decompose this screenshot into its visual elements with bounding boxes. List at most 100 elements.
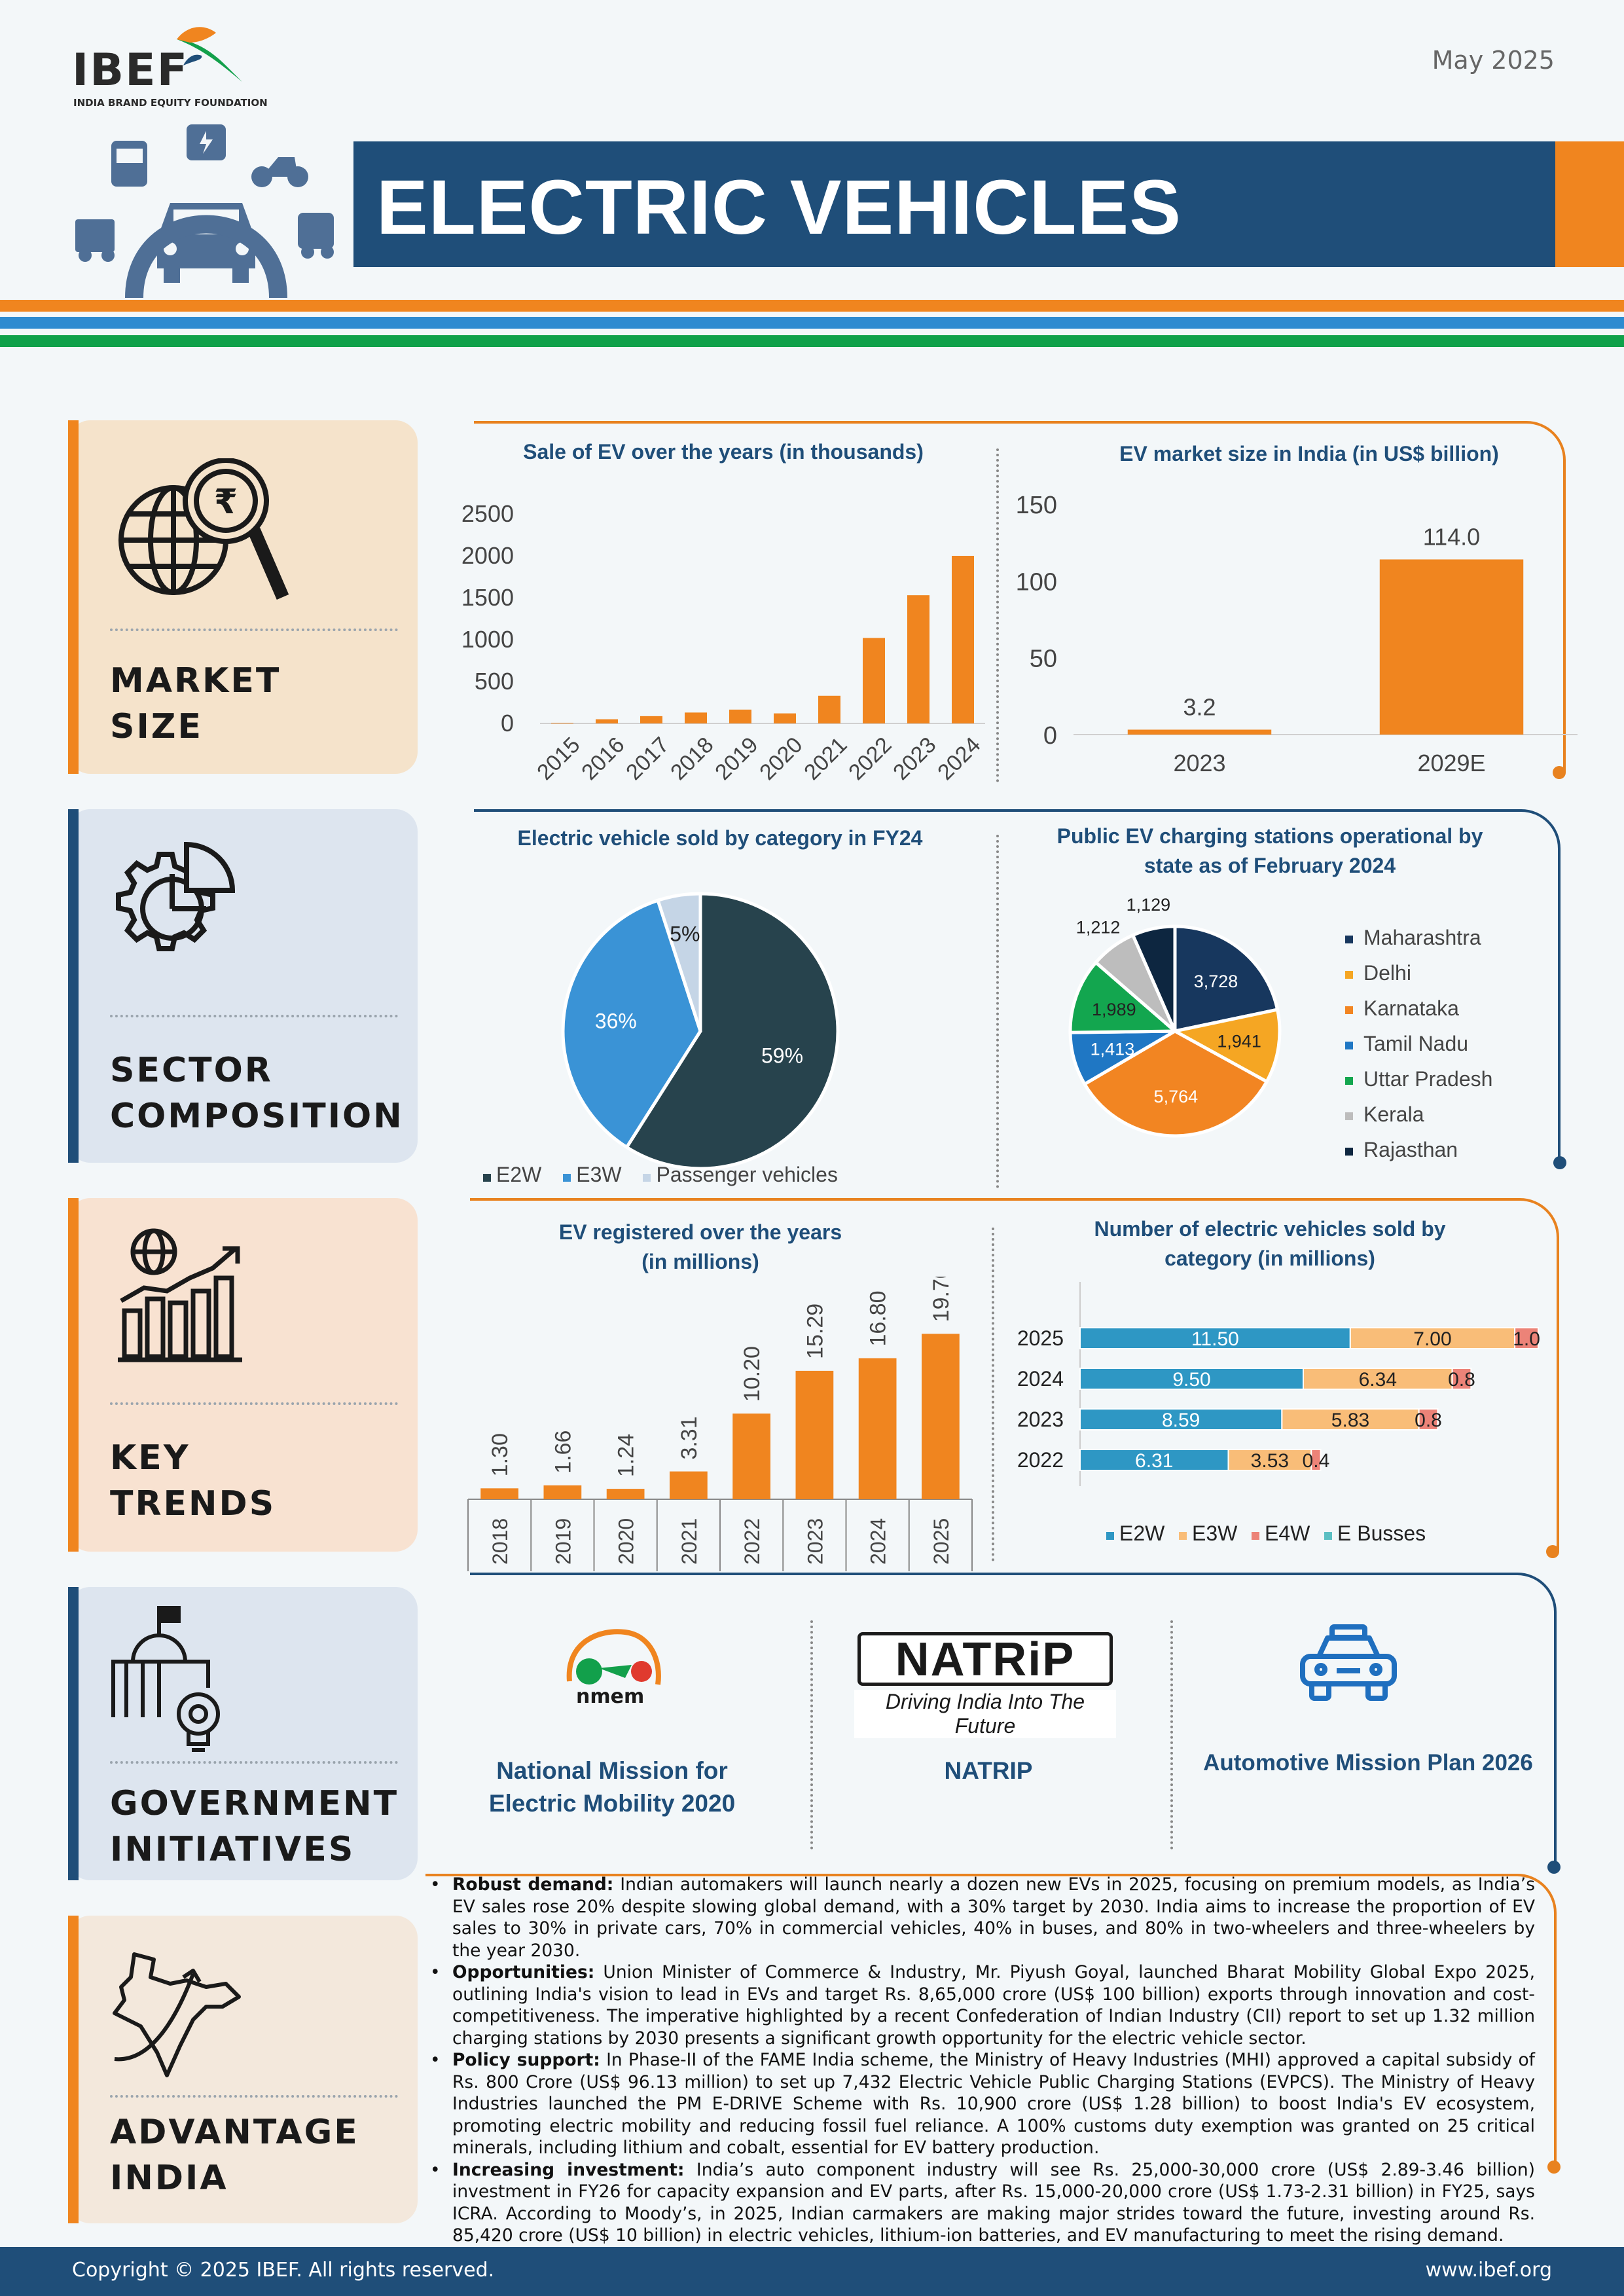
natrip-logo-text: NATRiP — [895, 1633, 1075, 1686]
legend-swatch — [1106, 1532, 1114, 1540]
government-building-bulb-icon — [111, 1606, 220, 1752]
y-tick-label: 2024 — [1017, 1367, 1064, 1391]
legend-swatch — [483, 1174, 491, 1182]
stripe-green — [0, 335, 1624, 347]
section-title-line1: ADVANTAGE — [110, 2113, 359, 2152]
chart-title: Number of electric vehicles sold by cate… — [1094, 1217, 1446, 1270]
bar — [543, 1485, 582, 1499]
chart-title: Electric vehicle sold by category in FY2… — [517, 826, 923, 850]
legend-swatch — [1345, 1112, 1353, 1120]
legend-item: Tamil Nadu — [1345, 1026, 1492, 1061]
section-title-line2: INDIA — [110, 2159, 228, 2198]
nmem-logo-text: nmem — [576, 1685, 644, 1707]
divider — [110, 1761, 398, 1764]
india-map-arrow-icon — [113, 1952, 241, 2077]
slice-label: 1,989 — [1092, 1000, 1136, 1019]
data-label: 9.50 — [1172, 1369, 1210, 1391]
legend-label: E2W — [496, 1163, 542, 1186]
section-title: GOVERNMENT INITIATIVES — [110, 1781, 399, 1872]
section-title-line2: TRENDS — [110, 1484, 276, 1523]
advantage-heading: Increasing investment: — [452, 2159, 685, 2180]
pie-slice — [624, 892, 840, 1171]
chart-title: EV registered over the years (in millions… — [497, 1218, 903, 1277]
bar — [670, 1471, 708, 1499]
legend-label: E Busses — [1337, 1522, 1426, 1545]
section-title-line1: MARKET — [110, 661, 281, 701]
footer-website-link[interactable]: www.ibef.org — [1425, 2259, 1552, 2282]
data-label: 5.83 — [1331, 1410, 1369, 1431]
pie-slice — [1170, 1008, 1282, 1084]
slice-label: 59% — [761, 1044, 803, 1067]
bar — [858, 1358, 897, 1499]
legend-swatch — [643, 1174, 651, 1182]
stripe-orange — [0, 300, 1624, 312]
section-card-advantage-india — [68, 1916, 418, 2223]
panel-end-dot — [1553, 1156, 1566, 1169]
page-title: ELECTRIC VEHICLES — [376, 164, 1182, 251]
legend-swatch — [1252, 1532, 1259, 1540]
legend-swatch — [1179, 1532, 1187, 1540]
ev-registered-chart: 1.30 2018 1.66 2019 1.24 2020 3.31 2021 10.20 202… — [467, 1277, 973, 1571]
legend-label: Kerala — [1363, 1102, 1424, 1126]
section-bar — [68, 809, 79, 1163]
legend-swatch — [563, 1174, 571, 1182]
y-tick-label: 100 — [1016, 568, 1057, 596]
panel-divider — [996, 448, 999, 782]
data-label: 1.30 — [488, 1433, 513, 1476]
bar — [685, 712, 707, 723]
pie-slice — [561, 898, 702, 1150]
section-title: SECTOR COMPOSITION — [110, 1048, 404, 1139]
y-tick-label: 50 — [1030, 646, 1057, 673]
legend-swatch — [1345, 970, 1353, 979]
data-label: 0.8 — [1415, 1410, 1442, 1431]
bar — [1379, 559, 1524, 735]
advantage-text: India’s auto component industry will see… — [452, 2159, 1535, 2246]
ev-category-pie-chart: 59% 36% 5% — [561, 892, 840, 1171]
section-title-line2: INITIATIVES — [110, 1830, 355, 1869]
pie-slice — [1082, 1029, 1269, 1138]
advantage-item: Policy support: In Phase-II of the FAME … — [429, 2049, 1535, 2159]
y-tick-label: 0 — [501, 710, 514, 737]
footer-bar — [0, 2247, 1624, 2296]
pie-legend: E2W E3W Passenger vehicles — [483, 1163, 838, 1187]
bar — [596, 719, 618, 723]
globe-search-rupee-icon: ₹ — [118, 458, 289, 600]
data-label: 10.20 — [740, 1346, 765, 1402]
svg-text:₹: ₹ — [214, 483, 238, 522]
section-title-line1: KEY — [110, 1438, 190, 1478]
pie-slice — [1068, 960, 1180, 1034]
section-bar — [68, 1198, 79, 1552]
section-title: ADVANTAGE INDIA — [110, 2109, 359, 2201]
bar — [606, 1489, 645, 1499]
x-tick-label: 2024 — [933, 733, 985, 785]
initiative-name: NATRIP — [944, 1757, 1033, 1784]
legend-swatch — [1345, 1147, 1353, 1156]
data-label: 0.8 — [1448, 1369, 1475, 1391]
advantage-item: Opportunities: Union Minister of Commerc… — [429, 1961, 1535, 2049]
slice-label: 1,129 — [1127, 895, 1171, 915]
chart-title: EV market size in India (in US$ billion) — [1119, 442, 1499, 465]
initiative-name-line2: Electric Mobility 2020 — [488, 1790, 736, 1817]
data-label: 3.2 — [1183, 693, 1216, 720]
x-tick-label: 2018 — [666, 733, 718, 785]
advantage-heading: Opportunities: — [452, 1962, 595, 1982]
y-tick-label: 500 — [475, 668, 514, 695]
legend-label: Passenger vehicles — [656, 1163, 838, 1186]
data-label: 15.29 — [803, 1303, 827, 1359]
chart-title: Public EV charging stations operational … — [1056, 824, 1483, 877]
legend-label: Karnataka — [1363, 996, 1459, 1020]
panel-end-dot — [1547, 1861, 1561, 1874]
divider — [110, 2095, 398, 2098]
slice-label: 5% — [670, 922, 700, 946]
bar — [907, 595, 929, 723]
initiative-name: National Mission for Electric Mobility 20… — [458, 1755, 766, 1820]
bar — [480, 1488, 518, 1499]
advantage-text: Union Minister of Commerce & Industry, M… — [452, 1962, 1535, 2049]
data-label: 11.50 — [1191, 1328, 1239, 1350]
legend-item: Delhi — [1345, 955, 1492, 991]
chart-subtitle: (in millions) — [641, 1250, 759, 1273]
advantage-heading: Robust demand: — [452, 1874, 614, 1895]
logo-text: IBEF — [72, 45, 189, 96]
pie-slice — [1130, 924, 1177, 1032]
slice-label: 1,941 — [1217, 1032, 1261, 1051]
